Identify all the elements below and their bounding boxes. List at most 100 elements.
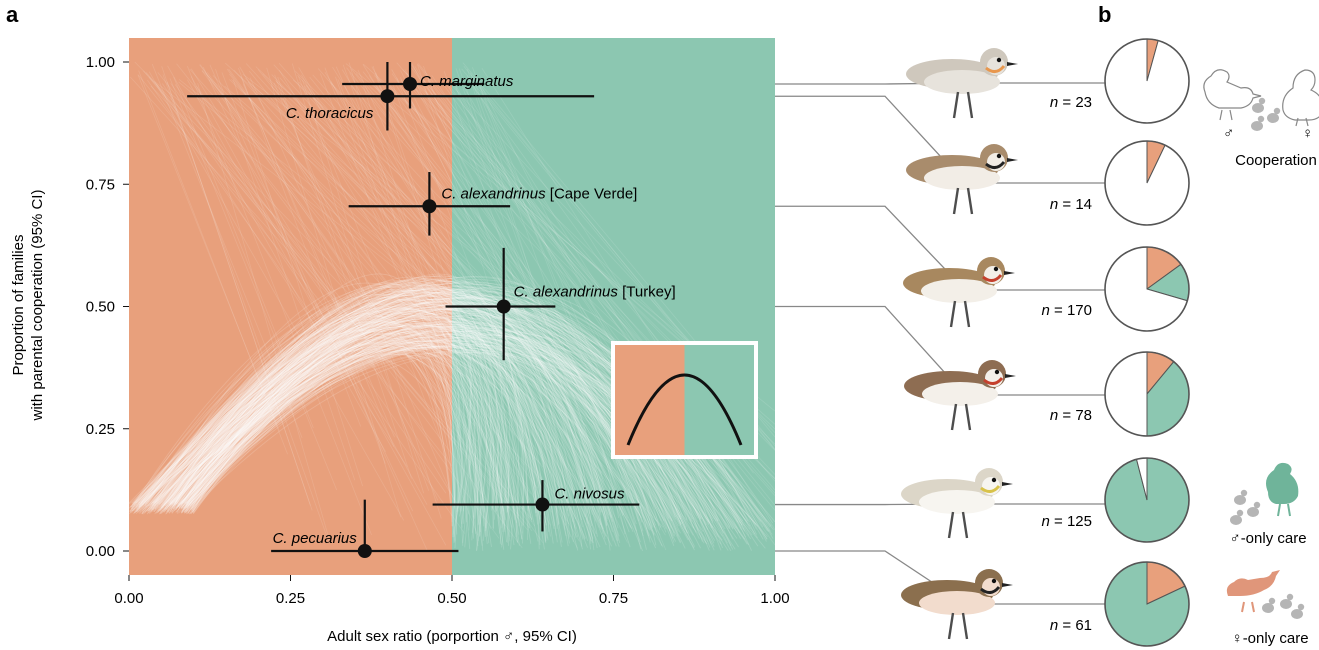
posterior-line (183, 316, 548, 539)
y-tick-label: 0.00 (86, 543, 115, 560)
point-label-population: [Cape Verde] (546, 185, 638, 202)
posterior-line (175, 337, 660, 526)
posterior-line (266, 67, 402, 518)
bird-eye (994, 369, 1000, 375)
posterior-line (132, 308, 592, 542)
pie-n-label: n = 14 (1050, 196, 1092, 213)
posterior-line (164, 287, 503, 544)
posterior-line (172, 308, 574, 543)
posterior-line (167, 316, 542, 515)
posterior-line (191, 278, 510, 509)
y-tick-label: 0.25 (86, 421, 115, 438)
posterior-line (162, 74, 330, 544)
y-tick-label: 0.75 (86, 176, 115, 193)
posterior-line (142, 290, 679, 532)
data-point (535, 497, 550, 512)
posterior-line (169, 307, 595, 551)
posterior-line (154, 334, 677, 520)
care-legend: ♂ ♀ Cooperation ♂-only care ♀-only c (1203, 69, 1319, 647)
posterior-line (138, 315, 583, 528)
posterior-line (190, 322, 515, 550)
panel-label-b: b (1098, 2, 1111, 27)
bird-belly (924, 70, 1000, 94)
posterior-line (416, 63, 551, 474)
posterior-line (179, 320, 481, 537)
posterior-line (136, 312, 594, 544)
posterior-line (134, 300, 650, 539)
legend-cooperation-label: Cooperation (1235, 152, 1317, 169)
posterior-line (186, 314, 453, 527)
posterior-line (302, 79, 442, 519)
posterior-line (178, 295, 495, 514)
pie-outline (1104, 351, 1190, 437)
posterior-line (188, 321, 464, 524)
posterior-line (176, 63, 478, 442)
posterior-line (180, 341, 481, 525)
legend-female-only-label: ♀-only care (1231, 630, 1308, 647)
posterior-line (173, 306, 603, 513)
posterior-line (454, 84, 618, 538)
posterior-line (141, 287, 639, 522)
posterior-line (161, 83, 447, 494)
data-point-group: C. alexandrinus [Cape Verde] (348, 172, 638, 236)
posterior-line (178, 79, 631, 442)
posterior-line (188, 290, 511, 537)
posterior-line (165, 296, 593, 516)
background-female-biased (129, 38, 452, 575)
posterior-line (186, 298, 673, 522)
posterior-line (184, 288, 560, 525)
data-points: C. marginatus C. thoracicus C. alexandrinu… (187, 62, 676, 558)
posterior-line (171, 333, 541, 546)
posterior-line (274, 74, 430, 491)
pie-outline (1104, 246, 1190, 332)
pie-outline (1104, 457, 1190, 543)
posterior-line (165, 318, 519, 516)
posterior-line (129, 284, 657, 522)
female-only-legend-icon (1226, 570, 1305, 619)
posterior-line (138, 297, 479, 542)
data-point (496, 299, 511, 314)
posterior-line (169, 284, 601, 528)
posterior-line (150, 283, 508, 543)
posterior-line (131, 307, 494, 528)
posterior-line (174, 273, 511, 514)
posterior-line (173, 311, 465, 537)
posterior-line (159, 319, 516, 521)
posterior-line (160, 316, 456, 543)
x-tick-label: 0.25 (276, 590, 305, 607)
point-label: C. nivosus (554, 486, 625, 503)
posterior-line (130, 309, 529, 540)
posterior-line (165, 285, 642, 550)
point-label: C. alexandrinus [Turkey] (514, 284, 676, 301)
inset-curve (626, 373, 743, 446)
posterior-line (171, 313, 523, 540)
posterior-line (170, 296, 533, 523)
posterior-line (136, 290, 570, 539)
posterior-line (145, 72, 533, 532)
posterior-line (175, 342, 500, 513)
posterior-line (143, 70, 456, 446)
posterior-line (129, 321, 456, 527)
posterior-line (192, 294, 487, 529)
data-point-group: C. thoracicus (187, 62, 595, 131)
posterior-line (357, 69, 567, 522)
bird-belly (919, 490, 995, 514)
posterior-line (135, 308, 621, 544)
posterior-line (175, 347, 547, 526)
posterior-line (131, 325, 644, 552)
posterior-line (458, 68, 604, 482)
posterior-line (174, 84, 523, 549)
bird-leg (947, 511, 955, 539)
posterior-line (232, 79, 364, 487)
posterior-line (184, 300, 658, 533)
posterior-line (137, 308, 583, 550)
posterior-line (129, 295, 677, 542)
posterior-line (151, 346, 518, 523)
posterior-line (169, 280, 569, 547)
posterior-line (130, 76, 533, 520)
posterior-line (138, 309, 617, 547)
posterior-line (139, 293, 519, 543)
posterior-line (335, 66, 532, 502)
posterior-line (173, 333, 469, 515)
posterior-line (157, 284, 502, 515)
